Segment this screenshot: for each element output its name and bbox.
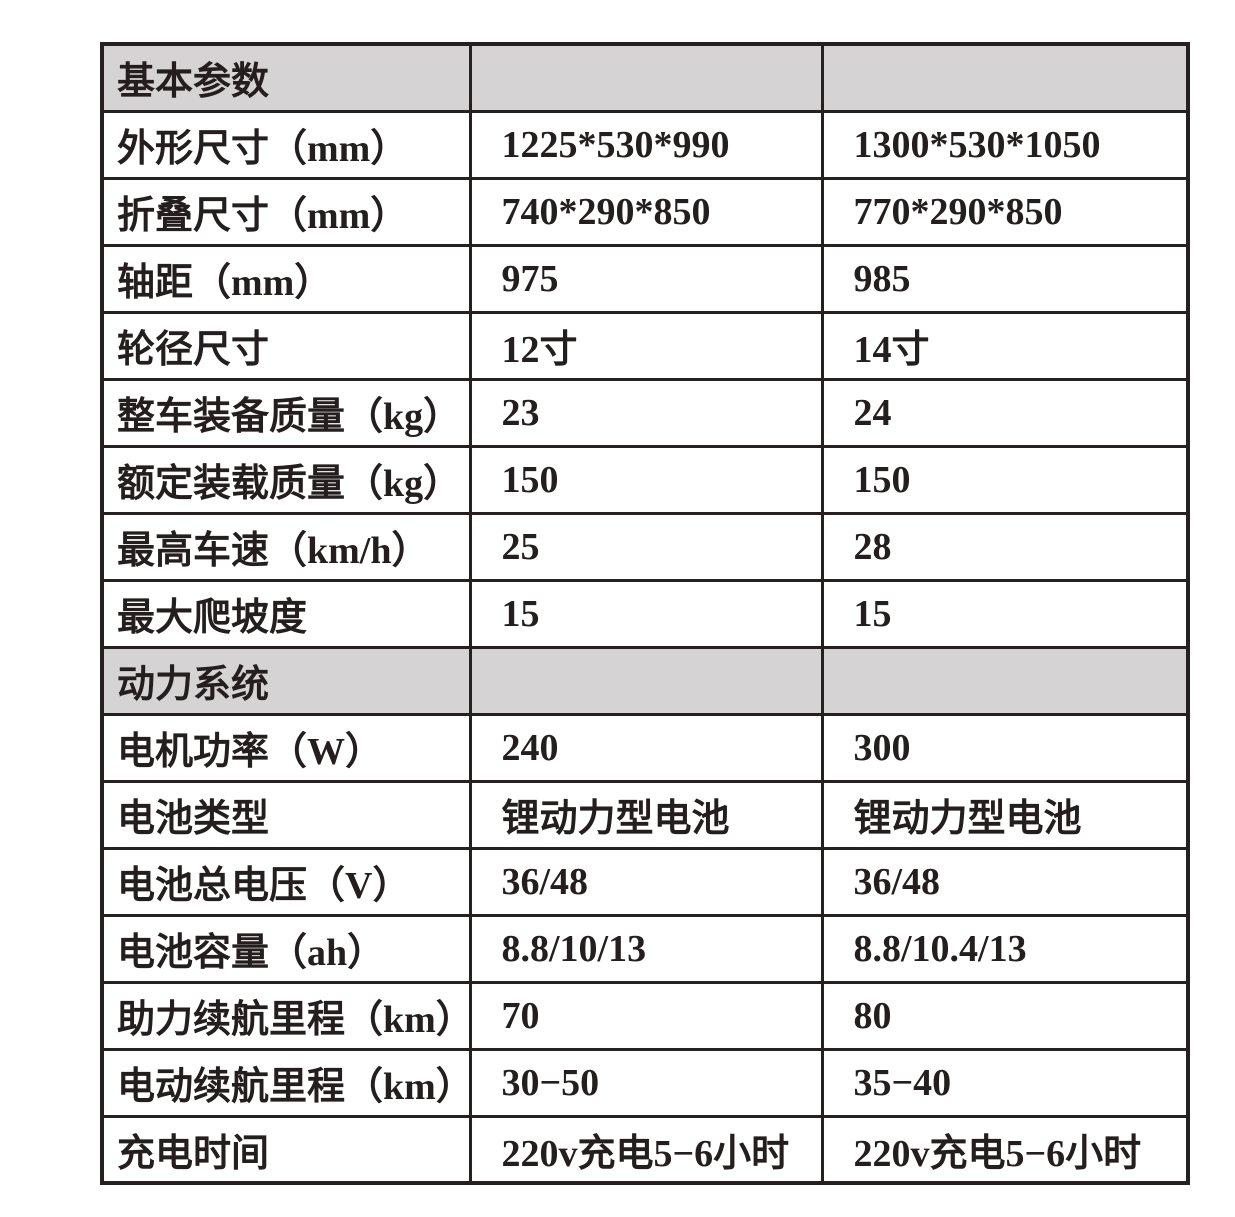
spec-label: 助力续航里程（km） xyxy=(100,980,472,1051)
spec-value-model1: 150 xyxy=(468,444,824,515)
section-empty-cell xyxy=(820,42,1190,113)
spec-value-model2: 985 xyxy=(820,243,1190,314)
spec-value-model1: 70 xyxy=(468,980,824,1051)
table-row-wheel-size: 轮径尺寸 12寸 14寸 xyxy=(100,310,1190,381)
table-row-wheelbase: 轴距（mm） 975 985 xyxy=(100,243,1190,314)
spec-label: 电池总电压（V） xyxy=(100,846,472,917)
spec-value-model1: 8.8/10/13 xyxy=(468,913,824,984)
section-row-power-system: 动力系统 xyxy=(100,645,1190,716)
spec-value-model1: 975 xyxy=(468,243,824,314)
spec-value-model1: 15 xyxy=(468,578,824,649)
spec-value-model2: 80 xyxy=(820,980,1190,1051)
table-row-motor-power: 电机功率（W） 240 300 xyxy=(100,712,1190,783)
table-row-rated-load: 额定装载质量（kg） 150 150 xyxy=(100,444,1190,515)
table-row-assist-range: 助力续航里程（km） 70 80 xyxy=(100,980,1190,1051)
spec-label: 电机功率（W） xyxy=(100,712,472,783)
spec-value-model2: 1300*530*1050 xyxy=(820,109,1190,180)
spec-label: 电池类型 xyxy=(100,779,472,850)
table-row-electric-range: 电动续航里程（km） 30−50 35−40 xyxy=(100,1047,1190,1118)
spec-value-model2: 8.8/10.4/13 xyxy=(820,913,1190,984)
spec-value-model1: 25 xyxy=(468,511,824,582)
spec-value-model2: 220v充电5−6小时 xyxy=(820,1114,1190,1185)
spec-value-model1: 锂动力型电池 xyxy=(468,779,824,850)
spec-value-model2: 150 xyxy=(820,444,1190,515)
spec-label: 充电时间 xyxy=(100,1114,472,1185)
spec-value-model2: 锂动力型电池 xyxy=(820,779,1190,850)
spec-value-model1: 740*290*850 xyxy=(468,176,824,247)
table-row-battery-capacity: 电池容量（ah） 8.8/10/13 8.8/10.4/13 xyxy=(100,913,1190,984)
spec-value-model2: 35−40 xyxy=(820,1047,1190,1118)
spec-label: 电动续航里程（km） xyxy=(100,1047,472,1118)
spec-value-model2: 36/48 xyxy=(820,846,1190,917)
section-empty-cell xyxy=(468,42,824,113)
section-empty-cell xyxy=(820,645,1190,716)
section-empty-cell xyxy=(468,645,824,716)
spec-label: 最高车速（km/h） xyxy=(100,511,472,582)
table-row-max-gradient: 最大爬坡度 15 15 xyxy=(100,578,1190,649)
spec-label: 最大爬坡度 xyxy=(100,578,472,649)
section-title: 动力系统 xyxy=(100,645,472,716)
spec-value-model1: 1225*530*990 xyxy=(468,109,824,180)
table-row-max-speed: 最高车速（km/h） 25 28 xyxy=(100,511,1190,582)
spec-table: 基本参数 外形尺寸（mm） 1225*530*990 1300*530*1050… xyxy=(100,42,1190,1185)
table-row-battery-voltage: 电池总电压（V） 36/48 36/48 xyxy=(100,846,1190,917)
spec-label: 轴距（mm） xyxy=(100,243,472,314)
spec-label: 折叠尺寸（mm） xyxy=(100,176,472,247)
spec-value-model1: 240 xyxy=(468,712,824,783)
spec-value-model1: 12寸 xyxy=(468,310,824,381)
table-row-folded-size: 折叠尺寸（mm） 740*290*850 770*290*850 xyxy=(100,176,1190,247)
table-row-charge-time: 充电时间 220v充电5−6小时 220v充电5−6小时 xyxy=(100,1114,1190,1185)
spec-value-model2: 15 xyxy=(820,578,1190,649)
section-title: 基本参数 xyxy=(100,42,472,113)
spec-label: 整车装备质量（kg） xyxy=(100,377,472,448)
section-row-basic-params: 基本参数 xyxy=(100,42,1190,113)
spec-value-model2: 770*290*850 xyxy=(820,176,1190,247)
spec-label: 轮径尺寸 xyxy=(100,310,472,381)
spec-value-model2: 24 xyxy=(820,377,1190,448)
spec-value-model1: 30−50 xyxy=(468,1047,824,1118)
table-row-battery-type: 电池类型 锂动力型电池 锂动力型电池 xyxy=(100,779,1190,850)
spec-value-model2: 28 xyxy=(820,511,1190,582)
spec-label: 额定装载质量（kg） xyxy=(100,444,472,515)
spec-label: 外形尺寸（mm） xyxy=(100,109,472,180)
spec-value-model1: 23 xyxy=(468,377,824,448)
table-row-overall-size: 外形尺寸（mm） 1225*530*990 1300*530*1050 xyxy=(100,109,1190,180)
spec-value-model2: 300 xyxy=(820,712,1190,783)
table-row-curb-weight: 整车装备质量（kg） 23 24 xyxy=(100,377,1190,448)
spec-value-model1: 36/48 xyxy=(468,846,824,917)
spec-label: 电池容量（ah） xyxy=(100,913,472,984)
spec-value-model1: 220v充电5−6小时 xyxy=(468,1114,824,1185)
spec-value-model2: 14寸 xyxy=(820,310,1190,381)
